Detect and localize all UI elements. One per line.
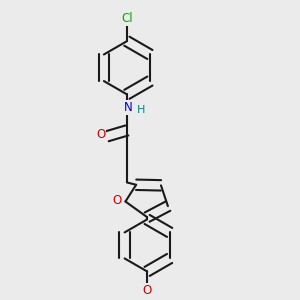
Text: O: O: [142, 284, 152, 297]
Text: H: H: [137, 105, 146, 115]
Text: N: N: [123, 100, 132, 114]
Text: Cl: Cl: [121, 12, 133, 25]
Text: O: O: [113, 194, 122, 207]
Text: O: O: [96, 128, 106, 141]
